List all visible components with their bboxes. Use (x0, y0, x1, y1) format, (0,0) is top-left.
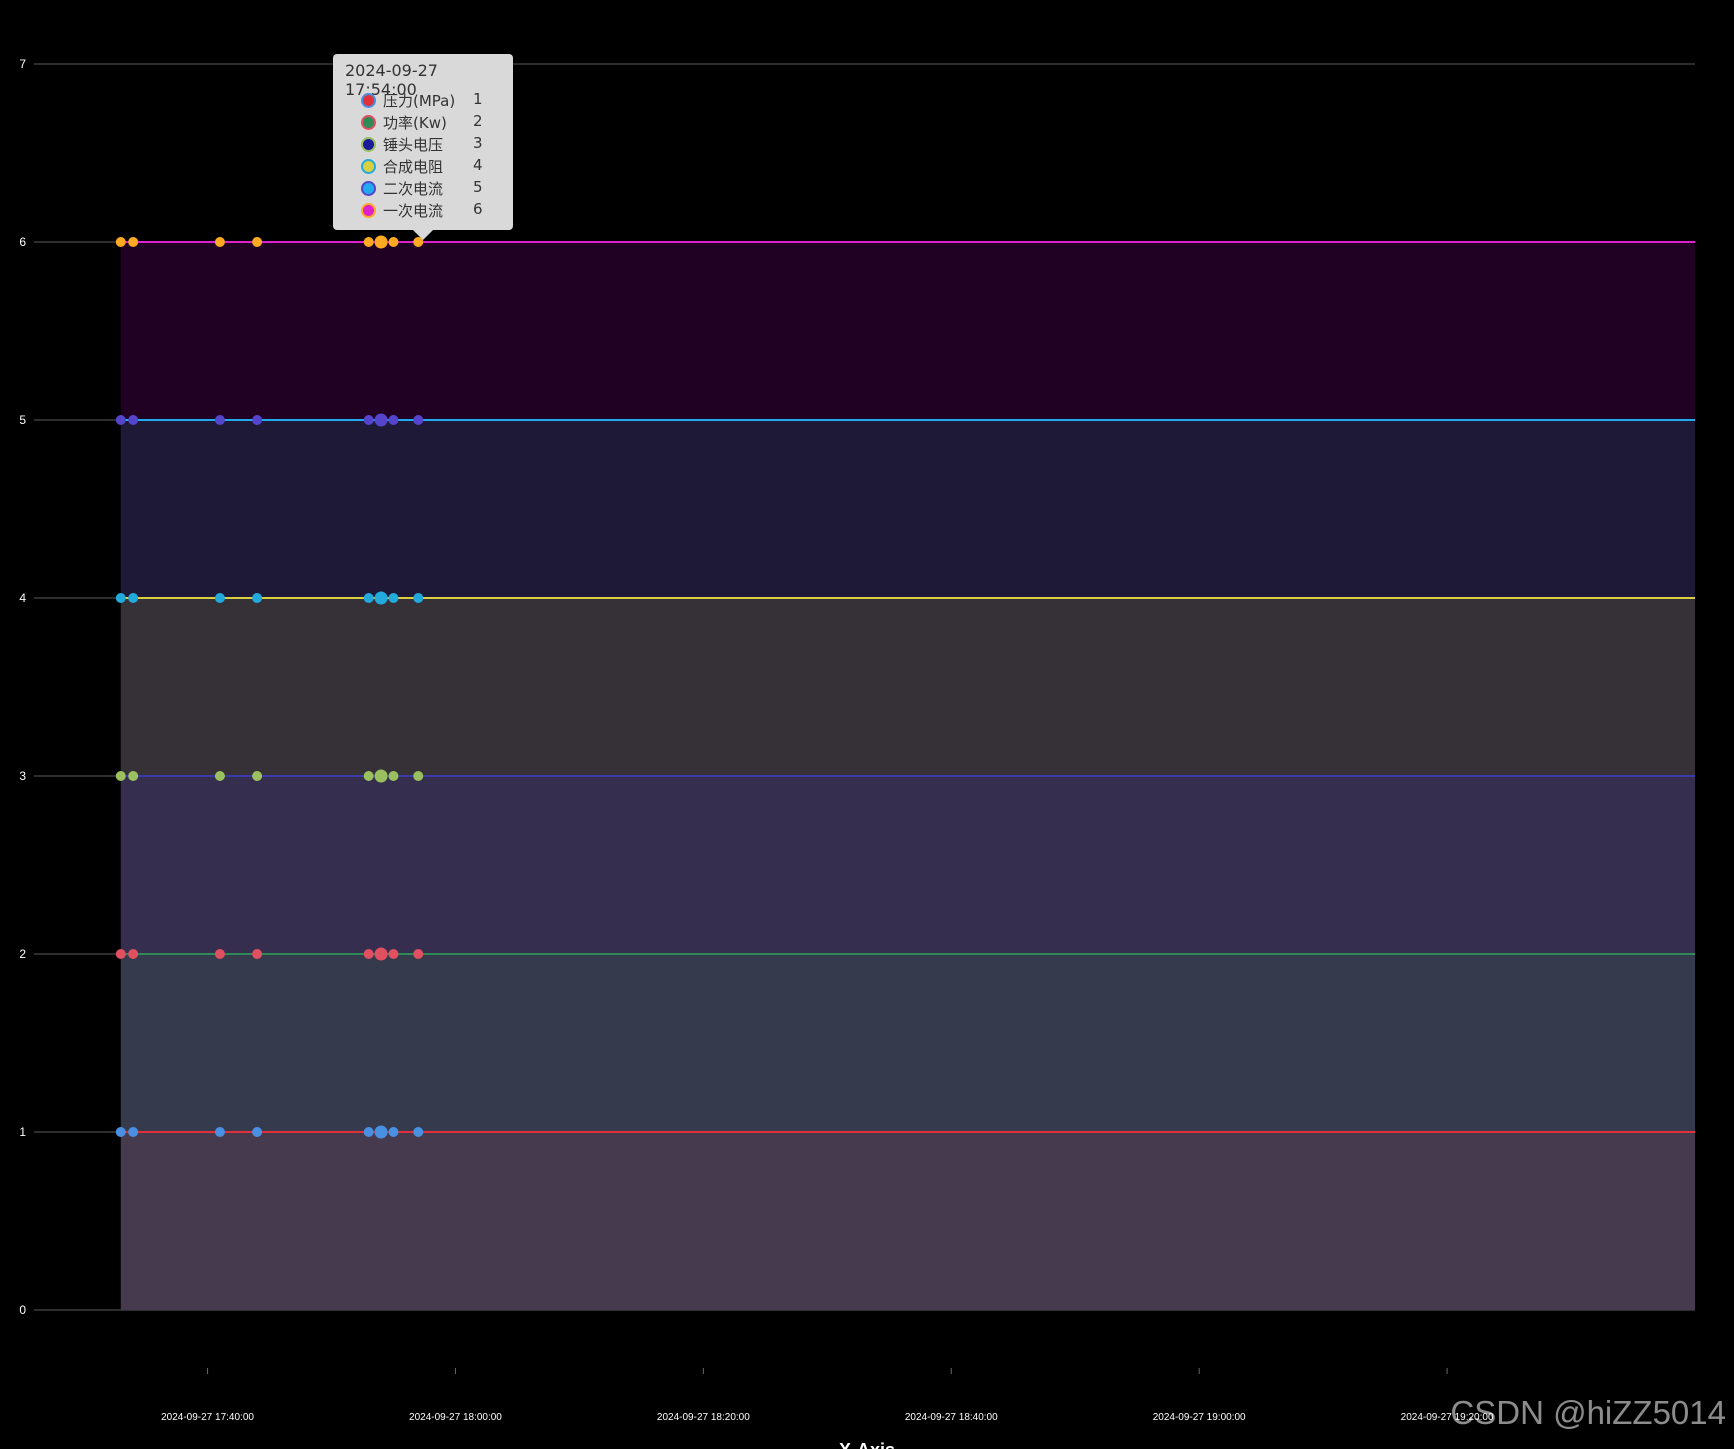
legend-marker-icon (361, 115, 376, 130)
data-point (214, 593, 225, 603)
tooltip-series-value: 5 (473, 178, 483, 196)
data-point (413, 949, 424, 959)
data-point (214, 949, 225, 959)
data-point (115, 593, 126, 603)
x-tick-label: 2024-09-27 18:40:00 (905, 1412, 998, 1423)
data-point (374, 413, 388, 427)
data-point (388, 593, 399, 603)
data-point (363, 415, 374, 425)
tooltip-series-value: 2 (473, 112, 483, 130)
y-tick-label: 5 (19, 413, 26, 427)
y-tick-label: 1 (19, 1125, 26, 1139)
data-point (413, 771, 424, 781)
series-points[interactable] (115, 235, 424, 1139)
data-point (363, 237, 374, 247)
legend-marker-icon (361, 93, 376, 108)
data-point (363, 949, 374, 959)
tooltip-series-name: 二次电流 (383, 180, 444, 198)
data-point (214, 237, 225, 247)
tooltip-series-name: 锤头电压 (383, 136, 444, 154)
data-point (128, 1127, 139, 1137)
data-point (115, 771, 126, 781)
data-point (413, 415, 424, 425)
data-point (128, 593, 139, 603)
legend-marker-icon (361, 203, 376, 218)
data-point (388, 949, 399, 959)
series-area (120, 598, 1695, 776)
data-point (115, 415, 126, 425)
x-tick-label: 2024-09-27 17:40:00 (161, 1412, 254, 1423)
x-tick-label: 2024-09-27 19:00:00 (1153, 1412, 1246, 1423)
series-area (120, 1132, 1695, 1310)
legend-marker-icon (361, 137, 376, 152)
series-area (120, 954, 1695, 1132)
data-point (374, 947, 388, 961)
data-point (374, 235, 388, 249)
data-point (252, 949, 263, 959)
series-area (120, 420, 1695, 598)
data-point (128, 237, 139, 247)
tooltip-row: 锤头电压 3 (361, 134, 511, 156)
data-point (363, 593, 374, 603)
data-tooltip: 2024-09-27 17:54:00 压力(MPa) 1 功率(Kw) 2 锤头电压 3… (333, 54, 513, 240)
data-point (214, 771, 225, 781)
data-point (374, 769, 388, 783)
series-areas (120, 242, 1695, 1310)
x-tick-label: 2024-09-27 18:20:00 (657, 1412, 750, 1423)
x-axis-ticks: 2024-09-27 17:40:00 2024-09-27 18:00:00 20… (161, 1368, 1494, 1423)
data-point (252, 593, 263, 603)
data-point (214, 1127, 225, 1137)
y-tick-label: 2 (19, 947, 26, 961)
data-point (252, 237, 263, 247)
y-tick-label: 3 (19, 769, 26, 783)
data-point (363, 1127, 374, 1137)
y-axis-ticks: 0 1 2 3 4 5 6 7 (19, 57, 26, 1317)
tooltip-series-name: 压力(MPa) (383, 92, 456, 110)
data-point (252, 771, 263, 781)
tooltip-series-value: 6 (473, 200, 483, 218)
data-point (388, 1127, 399, 1137)
y-tick-label: 4 (19, 591, 26, 605)
x-tick-label: 2024-09-27 18:00:00 (409, 1412, 502, 1423)
data-point (115, 1127, 126, 1137)
tooltip-row: 功率(Kw) 2 (361, 112, 511, 134)
tooltip-series-value: 1 (473, 90, 483, 108)
tooltip-series-name: 功率(Kw) (383, 114, 447, 132)
tooltip-row: 二次电流 5 (361, 178, 511, 200)
data-point (128, 771, 139, 781)
legend-marker-icon (361, 159, 376, 174)
data-point (252, 1127, 263, 1137)
data-point (374, 1125, 388, 1139)
series-area (120, 776, 1695, 954)
tooltip-series-name: 合成电阻 (383, 158, 444, 176)
data-point (214, 415, 225, 425)
x-tick-label: 2024-09-27 19:20:00 (1401, 1412, 1494, 1423)
data-point (388, 237, 399, 247)
y-tick-label: 7 (19, 57, 26, 71)
tooltip-series-name: 一次电流 (383, 202, 444, 220)
legend-marker-icon (361, 181, 376, 196)
tooltip-row: 压力(MPa) 1 (361, 90, 511, 112)
data-point (363, 771, 374, 781)
series-area (120, 242, 1695, 420)
tooltip-series-value: 4 (473, 156, 483, 174)
data-point (374, 591, 388, 605)
watermark: CSDN @hiZZ5014 (1450, 1394, 1726, 1431)
data-point (128, 949, 139, 959)
y-tick-label: 6 (19, 235, 26, 249)
tooltip-row: 合成电阻 4 (361, 156, 511, 178)
data-point (115, 237, 126, 247)
data-point (115, 949, 126, 959)
tooltip-row: 一次电流 6 (361, 200, 511, 222)
data-point (388, 415, 399, 425)
data-point (413, 593, 424, 603)
y-tick-label: 0 (19, 1303, 26, 1317)
data-point (252, 415, 263, 425)
tooltip-series-value: 3 (473, 134, 483, 152)
data-point (128, 415, 139, 425)
data-point (388, 771, 399, 781)
data-point (413, 1127, 424, 1137)
x-axis-title: X-Axis (839, 1440, 895, 1449)
